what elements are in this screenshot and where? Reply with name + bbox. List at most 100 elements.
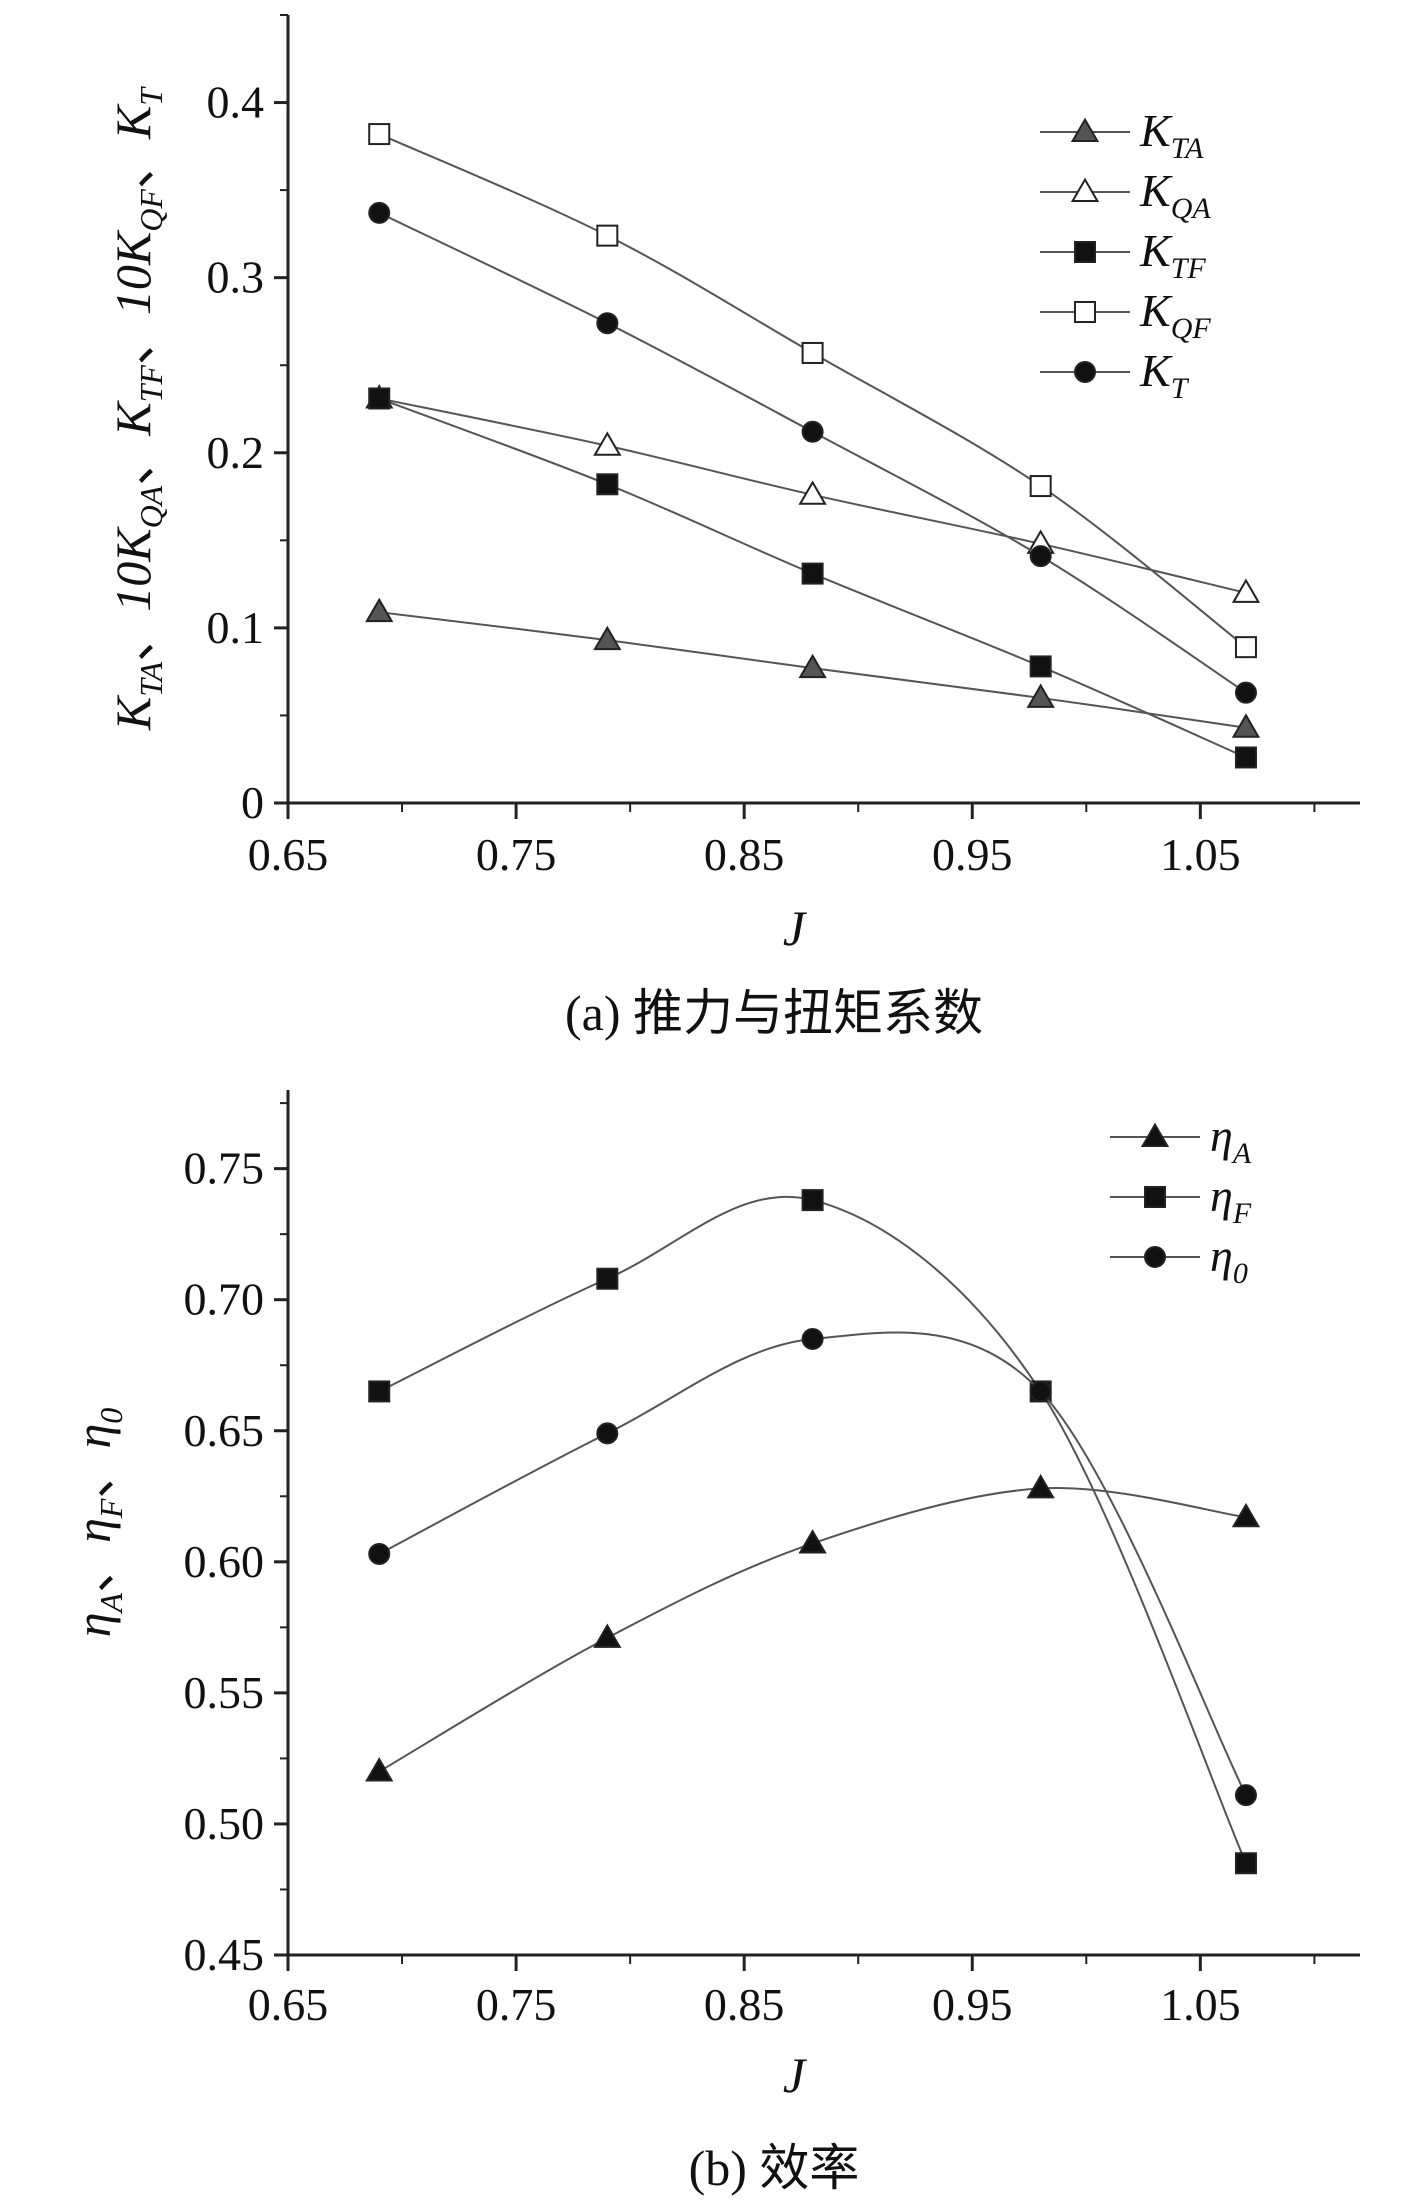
data-point-K_QF <box>1234 636 1257 659</box>
y-tick-label: 0.1 <box>207 602 265 653</box>
data-point-K_TA <box>365 597 394 623</box>
series-K_TA <box>365 597 1261 738</box>
series-line-η_F <box>378 1195 1247 1864</box>
x-tick-label: 0.75 <box>476 829 557 880</box>
series-η_0 <box>368 1328 1257 1807</box>
legend-marker-η_A <box>1140 1122 1170 1147</box>
y-tick-label: 0.55 <box>184 1667 265 1718</box>
legend-label-η_A: ηA <box>1210 1110 1252 1170</box>
y-axis-title: ηA、ηF、η0 <box>65 1408 129 1638</box>
legend-marker-K_QA <box>1070 177 1100 202</box>
y-axis-title-symbol: η <box>65 1424 121 1449</box>
data-point-η_A <box>798 1529 827 1554</box>
y-axis-title-subscript: QA <box>133 485 169 528</box>
y-tick-label: 0.50 <box>184 1798 265 1849</box>
series-line-η_0 <box>378 1331 1247 1796</box>
y-axis-title-symbol: η <box>65 1518 121 1543</box>
y-axis-title-symbol: η <box>65 1612 121 1637</box>
legend-label-K_QF: KQF <box>1139 285 1211 345</box>
y-axis-title-symbol: K <box>105 400 161 437</box>
y-axis-title-separator: 、 <box>105 436 161 486</box>
y-axis-title-subscript: T <box>133 86 169 106</box>
series-K_T <box>368 201 1257 704</box>
data-point-K_QF <box>1029 475 1052 498</box>
data-point-K_TA <box>798 653 827 679</box>
y-axis-title-separator: 、 <box>65 1543 121 1593</box>
legend-label-symbol: η <box>1210 1170 1233 1221</box>
series-η_F <box>368 1189 1257 1875</box>
legend-label-η_0: η0 <box>1210 1230 1248 1290</box>
data-point-K_TA <box>593 625 622 651</box>
legend-marker-K_QF <box>1074 301 1096 323</box>
legend-label-subscript: T <box>1171 372 1190 405</box>
data-point-η_0 <box>596 1422 619 1445</box>
caption: (a) 推力与扭矩系数 <box>565 985 983 1041</box>
x-tick-label: 0.95 <box>932 1979 1013 2030</box>
y-axis-title-symbol: K <box>105 694 161 731</box>
y-tick-label: 0.45 <box>184 1929 265 1980</box>
x-axis-title: J <box>783 900 808 956</box>
y-tick-label: 0.2 <box>207 427 265 478</box>
data-point-η_F <box>368 1380 391 1403</box>
legend-label-subscript: F <box>1232 1197 1252 1230</box>
x-tick-label: 0.65 <box>248 829 329 880</box>
y-axis-title-symbol: K <box>105 103 161 140</box>
legend-label-symbol: K <box>1139 165 1173 216</box>
legend-marker-K_TF <box>1074 241 1096 263</box>
y-axis-title-subscript: TF <box>133 365 169 403</box>
y-axis-title-subscript: A <box>93 1592 129 1614</box>
data-point-K_T <box>596 312 619 335</box>
x-tick-label: 0.85 <box>704 1979 785 2030</box>
legend-label-subscript: TA <box>1171 132 1204 165</box>
legend-marker-K_T <box>1074 361 1096 383</box>
data-point-η_A <box>1231 1502 1261 1528</box>
data-point-η_0 <box>368 1542 391 1565</box>
y-axis-title-symbol: 10K <box>105 526 161 612</box>
chart-panel-a: 0.65 0.75 0.85 0.95 1.0500.10.20.30.4JKTA、10… <box>105 14 1360 1041</box>
legend-label-K_TA: KTA <box>1139 105 1204 165</box>
data-point-η_0 <box>1029 1380 1052 1403</box>
data-point-K_T <box>1234 681 1257 704</box>
data-point-K_QA <box>1231 578 1261 603</box>
y-axis-title-separator: 、 <box>65 1449 121 1499</box>
legend-label-symbol: η <box>1210 1110 1233 1161</box>
legend-label-symbol: η <box>1210 1230 1233 1281</box>
legend-label-symbol: K <box>1139 285 1173 336</box>
data-point-η_A <box>593 1623 622 1648</box>
chart-panel-b: 0.65 0.75 0.85 0.95 1.05 0.45 0.50 0.55 0.60 0.65… <box>65 1090 1360 2196</box>
data-point-η_0 <box>801 1328 824 1351</box>
x-axis-title: J <box>783 2047 808 2103</box>
legend-marker-η_F <box>1144 1186 1166 1208</box>
x-tick-label: 1.05 <box>1160 1979 1241 2030</box>
y-axis-title-subscript: TA <box>133 661 169 696</box>
legend-label-subscript: TF <box>1171 252 1207 285</box>
y-tick-label: 0.70 <box>184 1274 265 1325</box>
x-tick-label: 0.75 <box>476 1979 557 2030</box>
data-point-K_QA <box>798 480 827 505</box>
legend-label-subscript: QA <box>1171 192 1212 225</box>
y-axis-title: KTA、10KQA、KTF、10KQF、KT <box>105 86 169 731</box>
series-η_A <box>365 1474 1261 1782</box>
data-point-K_T <box>801 420 824 443</box>
x-tick-label: 1.05 <box>1160 829 1241 880</box>
data-point-K_QF <box>368 123 391 146</box>
data-point-K_TA <box>1231 713 1261 738</box>
data-point-K_T <box>1029 545 1052 568</box>
legend-label-subscript: QF <box>1171 312 1212 345</box>
caption: (b) 效率 <box>689 2140 860 2196</box>
data-point-K_TF <box>596 473 619 496</box>
data-point-K_TF <box>368 387 391 410</box>
x-tick-label: 0.65 <box>248 1979 329 2030</box>
data-point-K_T <box>368 201 391 224</box>
data-point-K_TA <box>1026 683 1055 708</box>
legend-label-K_TF: KTF <box>1139 225 1206 285</box>
legend-label-subscript: A <box>1231 1137 1252 1170</box>
data-point-K_QF <box>596 224 619 247</box>
data-point-η_F <box>801 1189 824 1212</box>
y-tick-label: 0.3 <box>207 252 265 303</box>
data-point-η_F <box>1234 1852 1257 1875</box>
